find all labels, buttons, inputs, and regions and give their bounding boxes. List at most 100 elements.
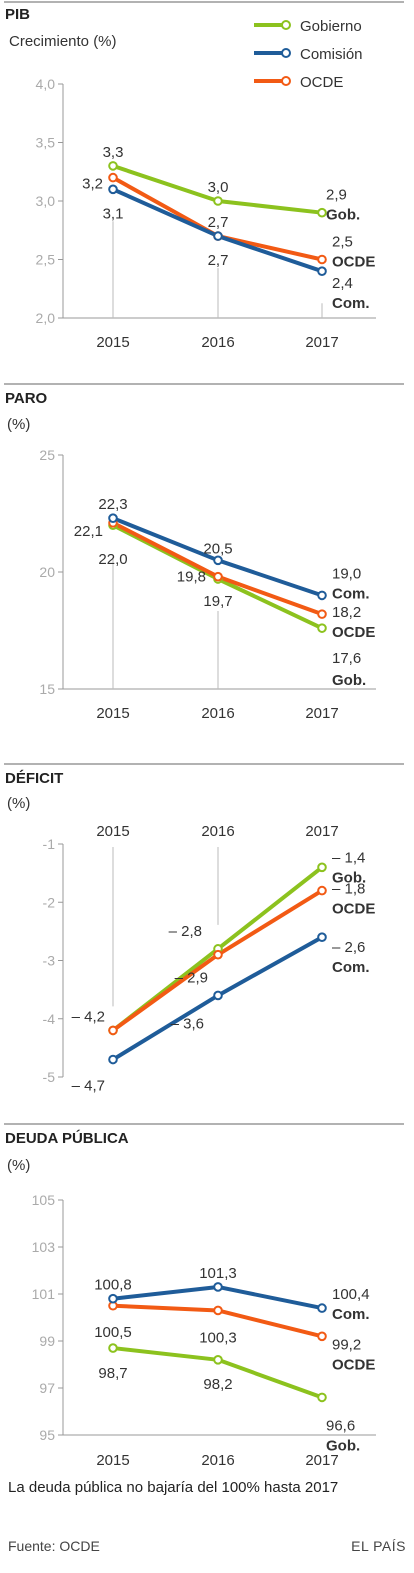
data-point-comision <box>213 990 223 1001</box>
footnote: La deuda pública no bajaría del 100% has… <box>8 1479 338 1496</box>
data-label-ocde: 2,7 <box>208 214 229 231</box>
y-tick-label: 4,0 <box>36 76 56 92</box>
chart-deuda-publica: DEUDA PÚBLICA (%) 95 97 99 101 103 105 2015 201… <box>4 1123 404 1469</box>
y-tick-label: 101 <box>32 1286 56 1302</box>
data-label-gobierno: 17,6 <box>332 650 361 667</box>
data-label-gobierno: 98,7 <box>98 1365 127 1382</box>
data-label-ocde: 18,2 <box>332 604 361 621</box>
data-point-ocde <box>108 1025 118 1036</box>
data-point-comision <box>213 1282 223 1292</box>
data-point-ocde <box>317 1331 327 1342</box>
series-end-label-ocde: OCDE <box>332 624 375 641</box>
x-tick-label: 2017 <box>305 823 338 840</box>
y-tick-label: -5 <box>43 1069 56 1085</box>
data-point-gobierno <box>213 1355 223 1365</box>
data-point-ocde <box>213 1305 223 1316</box>
legend-item-gobierno: Gobierno <box>254 18 362 35</box>
data-point-gobierno <box>317 862 327 873</box>
data-point-ocde <box>317 885 327 896</box>
series-end-label-gobierno: Gob. <box>332 672 366 689</box>
y-tick-label: 2,0 <box>36 310 56 326</box>
series-end-label-comision: Com. <box>332 295 370 312</box>
data-point-ocde <box>317 609 327 619</box>
data-label-ocde: – 2,9 <box>175 970 208 987</box>
data-label-gobierno: 96,6 <box>326 1417 355 1434</box>
series-end-label-gobierno: Gob. <box>326 1437 360 1454</box>
y-tick-label: 99 <box>39 1333 55 1349</box>
data-label-ocde: – 1,8 <box>332 881 365 898</box>
data-label-comision: – 4,7 <box>72 1078 105 1095</box>
y-tick-label: 3,5 <box>36 135 56 151</box>
legend-item-comision: Comisión <box>254 46 363 63</box>
data-label-gobierno: – 1,4 <box>332 849 365 866</box>
data-label-ocde: 100,3 <box>199 1329 237 1346</box>
chart-title-pib: PIB <box>5 6 30 23</box>
data-label-comision: 3,1 <box>103 205 124 222</box>
chart-title-deficit: DÉFICIT <box>5 770 63 787</box>
x-tick-label: 2015 <box>96 1452 129 1469</box>
data-point-gobierno <box>213 196 223 206</box>
x-tick-label: 2017 <box>305 334 338 351</box>
data-point-comision <box>317 932 327 943</box>
x-tick-label: 2016 <box>201 1452 234 1469</box>
legend-marker-comision <box>281 48 291 58</box>
y-axis-label-deuda: (%) <box>7 1157 30 1174</box>
y-tick-label: 3,0 <box>36 193 56 209</box>
y-tick-label: 105 <box>32 1192 56 1208</box>
x-tick-label: 2015 <box>96 334 129 351</box>
data-label-comision: 19,0 <box>332 565 361 582</box>
data-point-gobierno <box>108 1343 118 1353</box>
data-point-ocde <box>108 172 118 183</box>
data-point-ocde <box>213 949 223 960</box>
y-tick-label: -1 <box>43 836 56 852</box>
data-label-gobierno: – 2,8 <box>169 923 202 940</box>
data-point-gobierno <box>317 1392 327 1403</box>
y-tick-label: -3 <box>43 953 56 969</box>
source-credit: Fuente: OCDE <box>8 1538 100 1554</box>
data-point-comision <box>108 1293 118 1304</box>
x-tick-label: 2016 <box>201 705 234 722</box>
data-label-comision: 22,3 <box>98 496 127 513</box>
data-point-comision <box>108 184 118 195</box>
data-label-ocde: 2,5 <box>332 234 353 251</box>
series-end-label-gobierno: Gob. <box>326 207 360 224</box>
data-label-comision: 2,7 <box>208 252 229 269</box>
data-point-gobierno <box>317 207 327 218</box>
chart-title-paro: PARO <box>5 390 48 407</box>
x-tick-label: 2015 <box>96 705 129 722</box>
data-label-gobierno: 22,0 <box>98 551 127 568</box>
y-tick-label: 20 <box>39 564 55 580</box>
y-tick-label: -2 <box>43 894 56 910</box>
data-point-comision <box>317 266 327 277</box>
data-label-gobierno: 3,3 <box>103 144 124 161</box>
legend-item-ocde: OCDE <box>254 74 343 91</box>
series-end-label-ocde: OCDE <box>332 1356 375 1373</box>
series-end-label-ocde: OCDE <box>332 901 375 918</box>
data-point-comision <box>108 1054 118 1065</box>
y-tick-label: 95 <box>39 1427 55 1443</box>
data-point-gobierno <box>108 161 118 171</box>
y-tick-label: 97 <box>39 1380 55 1396</box>
data-point-comision <box>108 513 118 523</box>
y-axis-label-deficit: (%) <box>7 795 30 812</box>
legend: Gobierno Comisión OCDE <box>254 18 363 91</box>
data-point-gobierno <box>317 623 327 633</box>
x-tick-label: 2017 <box>305 705 338 722</box>
series-end-label-comision: Com. <box>332 585 370 602</box>
y-axis-label-paro: (%) <box>7 416 30 433</box>
data-label-comision: 101,3 <box>199 1265 237 1282</box>
data-label-ocde: 22,1 <box>74 523 103 540</box>
data-label-ocde: 3,2 <box>82 176 103 193</box>
data-label-comision: – 2,6 <box>332 939 365 956</box>
series-end-label-gobierno: Gob. <box>332 869 366 886</box>
data-point-comision <box>213 231 223 241</box>
legend-label-ocde: OCDE <box>300 74 343 91</box>
chart-title-deuda: DEUDA PÚBLICA <box>5 1129 129 1147</box>
data-point-comision <box>317 590 327 601</box>
legend-marker-ocde <box>281 76 291 86</box>
x-tick-label: 2016 <box>201 334 234 351</box>
publisher-logo-text: EL PAÍS <box>351 1538 406 1554</box>
data-label-gobierno: 98,2 <box>203 1376 232 1393</box>
data-label-ocde: 19,8 <box>177 569 206 586</box>
